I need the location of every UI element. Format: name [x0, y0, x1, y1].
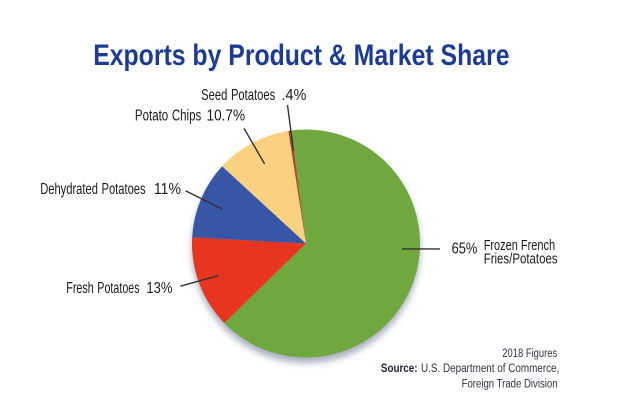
- svg-text:U.S. Department of Commerce,: U.S. Department of Commerce,: [421, 363, 559, 375]
- svg-text:Potato: Potato: [135, 108, 169, 125]
- svg-text:Chips: Chips: [172, 108, 202, 125]
- svg-text:Dehydrated: Dehydrated: [40, 181, 98, 198]
- svg-text:Potatoes: Potatoes: [102, 181, 146, 198]
- svg-text:Exports by Product & Market Sh: Exports by Product & Market Share: [93, 39, 509, 72]
- svg-text:65%: 65%: [452, 241, 478, 258]
- svg-text:Foreign Trade Division: Foreign Trade Division: [462, 379, 558, 391]
- svg-text:13%: 13%: [146, 280, 172, 297]
- svg-text:Source:: Source:: [381, 363, 418, 375]
- svg-text:11%: 11%: [154, 181, 181, 198]
- svg-text:Potatoes: Potatoes: [231, 87, 275, 104]
- svg-text:2018 Figures: 2018 Figures: [502, 348, 557, 360]
- svg-text:Fresh: Fresh: [66, 280, 93, 297]
- svg-text:.4%: .4%: [281, 87, 306, 104]
- svg-text:Frozen French: Frozen French: [484, 238, 555, 254]
- svg-text:Potatoes: Potatoes: [97, 280, 139, 297]
- svg-text:Seed: Seed: [201, 87, 227, 104]
- svg-text:Fries/Potatoes: Fries/Potatoes: [484, 252, 558, 268]
- svg-text:10.7%: 10.7%: [207, 108, 246, 125]
